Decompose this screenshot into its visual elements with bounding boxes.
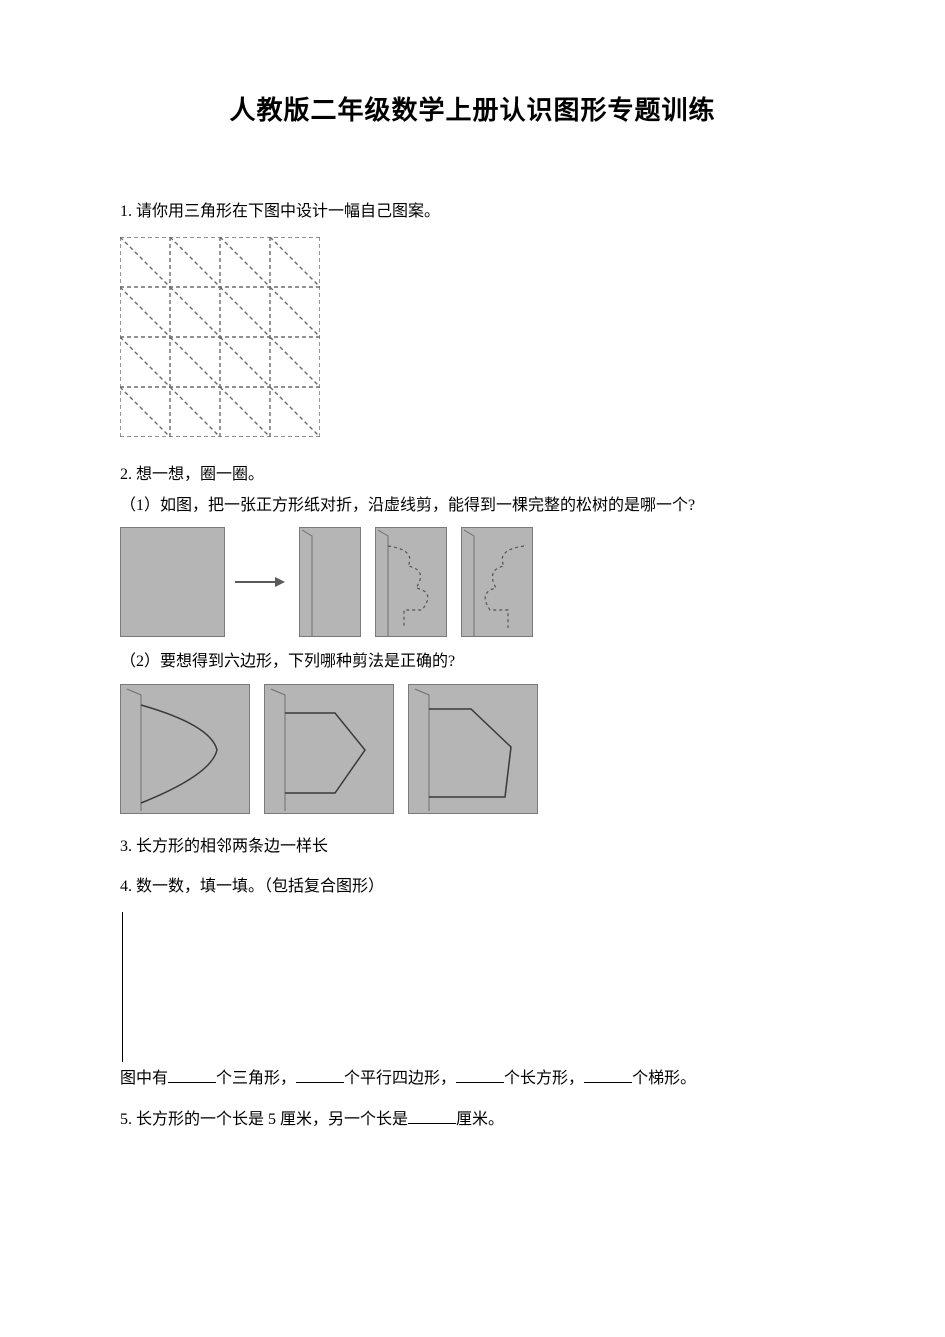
q4-b: 个三角形，	[216, 1070, 296, 1087]
q3-text: 长方形的相邻两条边一样长	[136, 838, 328, 855]
q2-row2	[120, 684, 825, 814]
hex-cut-a-icon	[121, 685, 251, 815]
page-title: 人教版二年级数学上册认识图形专题训练	[120, 90, 825, 127]
q2r1-panel-1	[120, 527, 225, 637]
q1-grid	[120, 237, 825, 442]
q4-e: 个梯形。	[632, 1070, 696, 1087]
folded-paper-icon	[300, 528, 362, 638]
q2r2-panel-1	[120, 684, 250, 814]
q2-part2: （2）要想得到六边形，下列哪种剪法是正确的?	[120, 647, 825, 677]
q5-num: 5.	[120, 1111, 132, 1128]
q2r2-panel-3	[408, 684, 538, 814]
q1-num: 1.	[120, 203, 132, 220]
question-4: 4. 数一数，填一填。（包括复合图形）	[120, 872, 825, 902]
q4-c: 个平行四边形，	[344, 1070, 456, 1087]
q5-b: 厘米。	[456, 1111, 504, 1128]
question-5: 5. 长方形的一个长是 5 厘米，另一个长是 厘米。	[120, 1105, 825, 1135]
hex-cut-c-icon	[409, 685, 539, 815]
q4-text: 数一数，填一填。（包括复合图形）	[136, 878, 384, 895]
q4-num: 4.	[120, 878, 132, 895]
q2r2-panel-2	[264, 684, 394, 814]
q3-num: 3.	[120, 838, 132, 855]
page: 人教版二年级数学上册认识图形专题训练 1. 请你用三角形在下图中设计一幅自己图案…	[0, 0, 945, 1337]
q2-part1: （1）如图，把一张正方形纸对折，沿虚线剪，能得到一棵完整的松树的是哪一个?	[120, 491, 825, 521]
q4-a: 图中有	[120, 1070, 168, 1087]
tree-cut-b-icon	[462, 528, 534, 638]
q2-lead: 想一想，圈一圈。	[136, 466, 264, 483]
q4-d: 个长方形，	[504, 1070, 584, 1087]
blank-length[interactable]	[408, 1107, 456, 1124]
q2r1-panel-2	[299, 527, 361, 637]
tree-cut-a-icon	[376, 528, 448, 638]
question-2: 2. 想一想，圈一圈。	[120, 460, 825, 490]
q2r1-panel-3	[375, 527, 447, 637]
q2r1-panel-4	[461, 527, 533, 637]
q1-text: 请你用三角形在下图中设计一幅自己图案。	[136, 203, 440, 220]
q4-figure-line-icon	[122, 912, 825, 1062]
blank-parallelogram[interactable]	[296, 1066, 344, 1083]
blank-triangle[interactable]	[168, 1066, 216, 1083]
question-1: 1. 请你用三角形在下图中设计一幅自己图案。	[120, 197, 825, 227]
triangle-grid-icon	[120, 237, 320, 437]
q5-a: 长方形的一个长是 5 厘米，另一个长是	[136, 1111, 408, 1128]
question-3: 3. 长方形的相邻两条边一样长	[120, 832, 825, 862]
q2-num: 2.	[120, 466, 132, 483]
blank-rectangle[interactable]	[456, 1066, 504, 1083]
hex-cut-b-icon	[265, 685, 395, 815]
q4-sentence: 图中有 个三角形， 个平行四边形， 个长方形， 个梯形。	[120, 1064, 825, 1094]
arrow-right-icon	[231, 527, 291, 637]
square-icon	[121, 528, 226, 638]
blank-trapezoid[interactable]	[584, 1066, 632, 1083]
q2-row1	[120, 527, 825, 637]
